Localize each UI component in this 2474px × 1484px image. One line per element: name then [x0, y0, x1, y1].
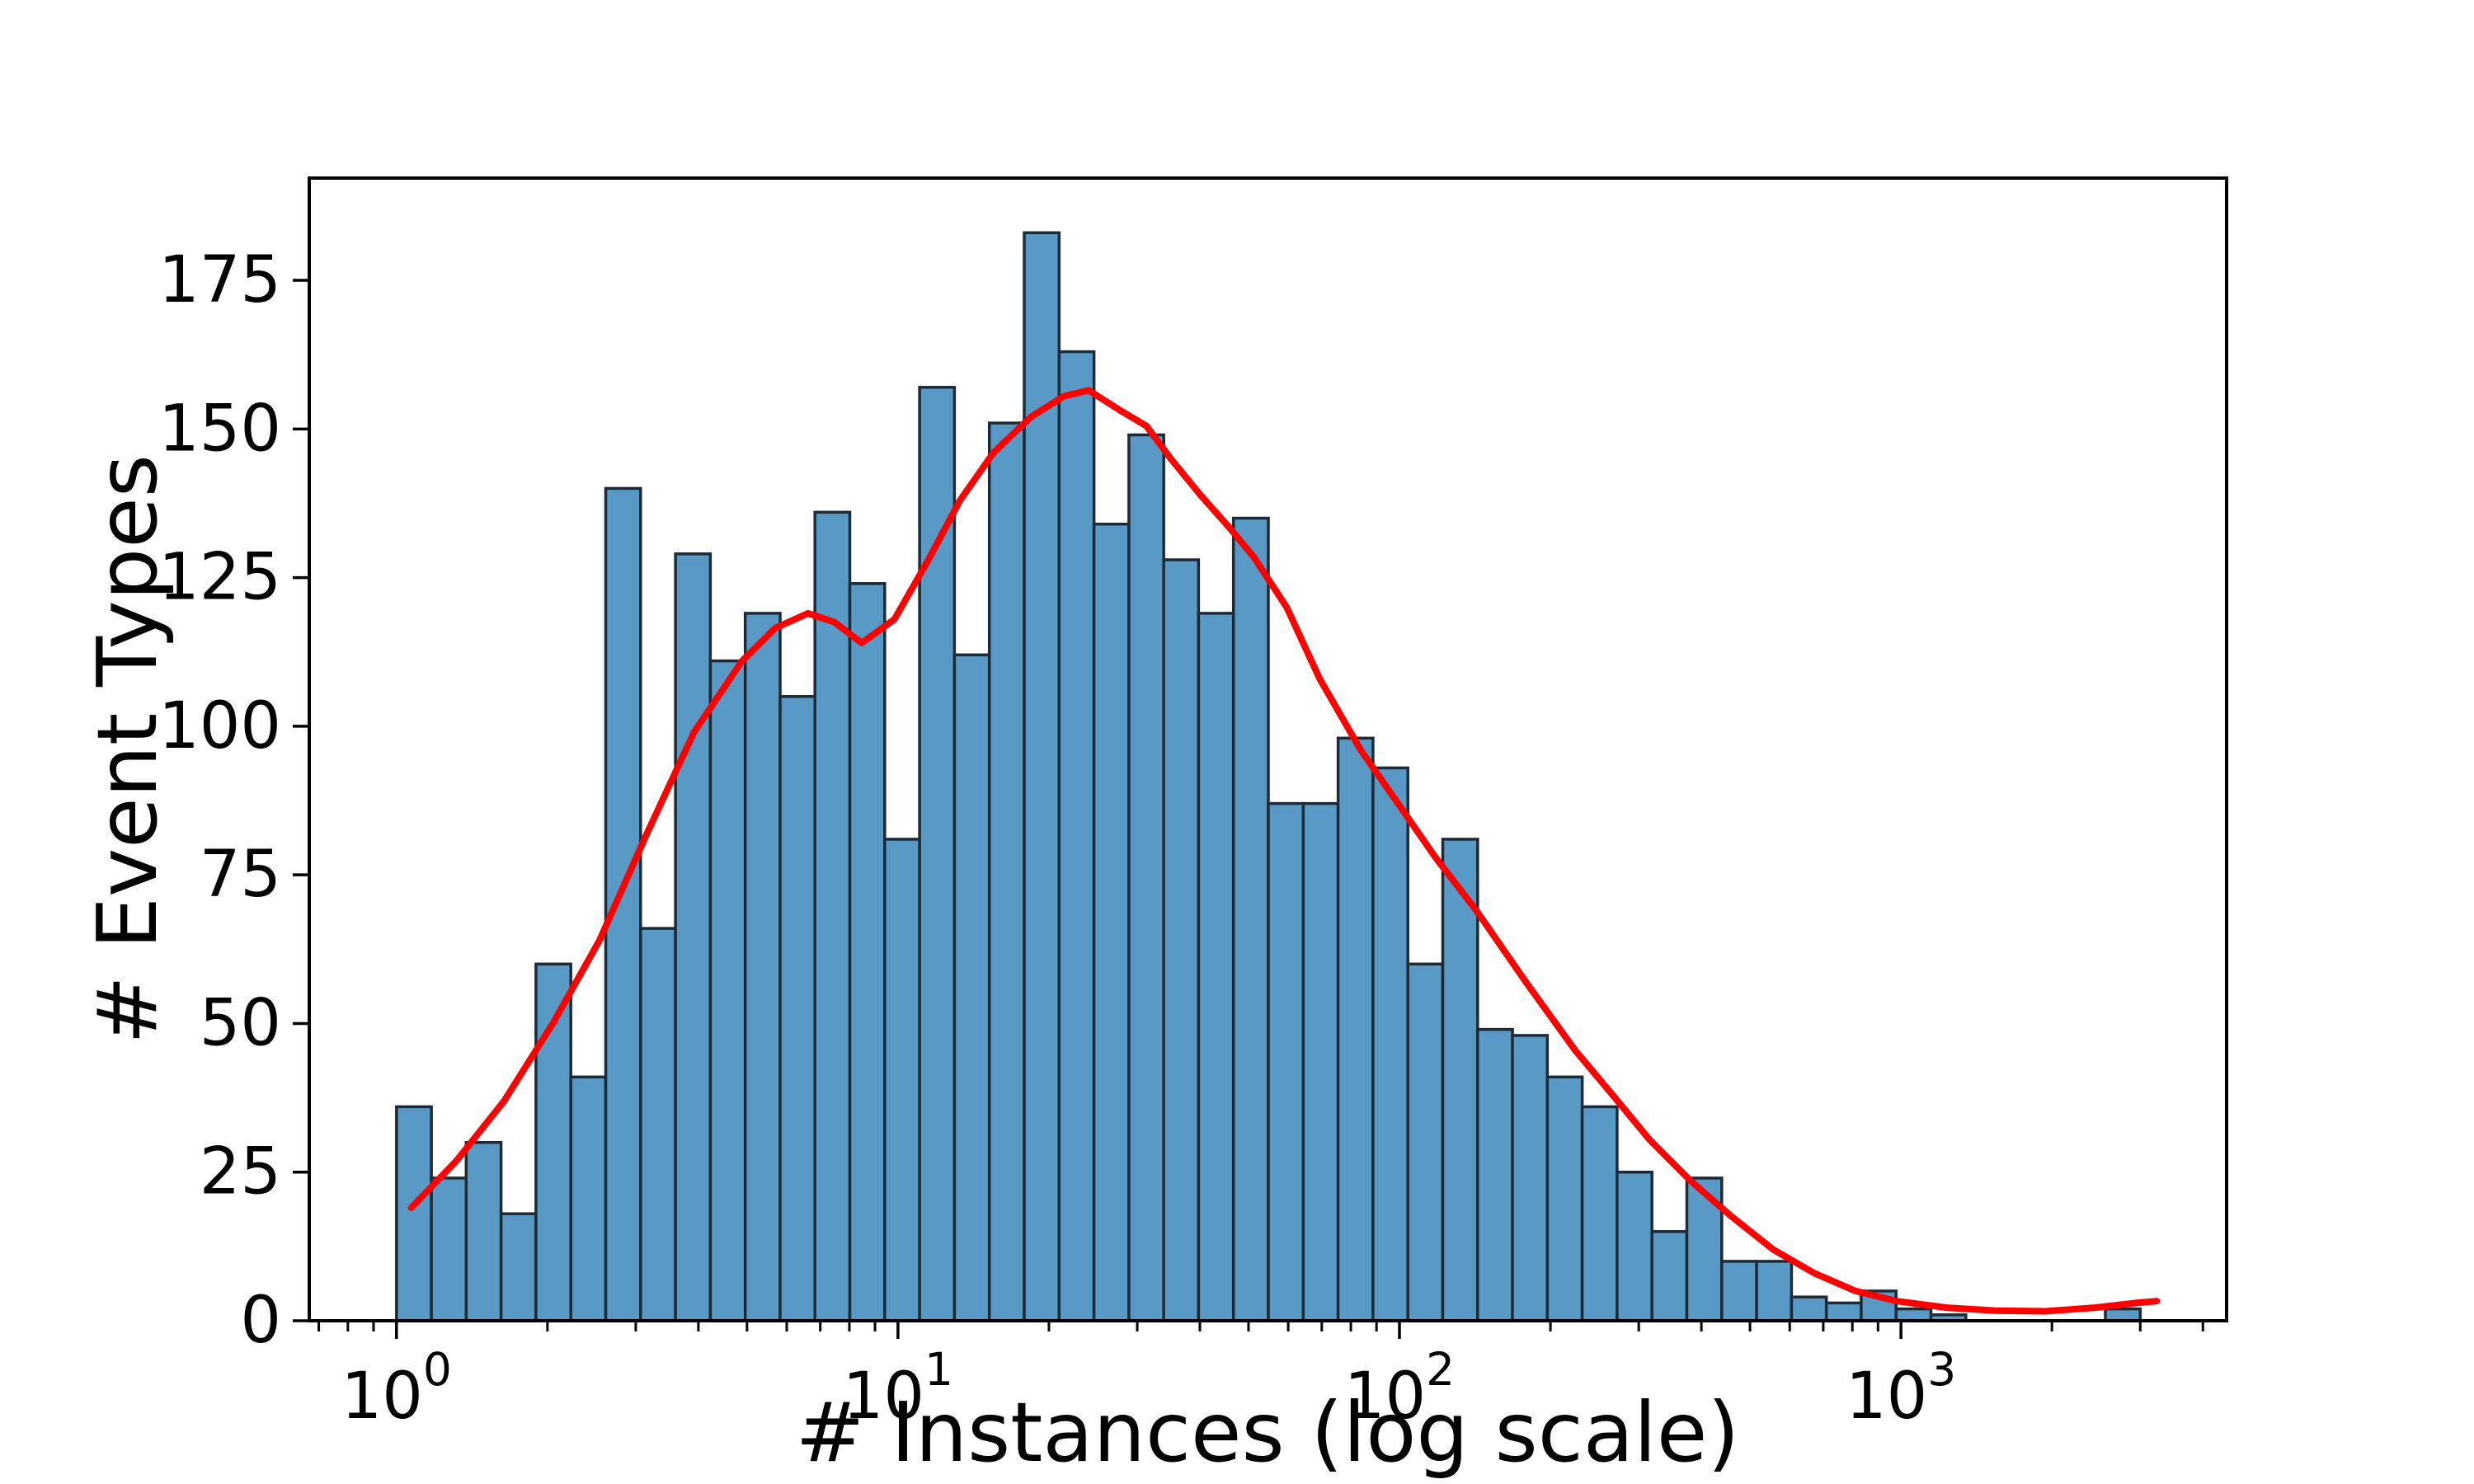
- histogram-bar: [395, 1105, 433, 1322]
- y-tick-label: 75: [200, 838, 281, 912]
- y-tick-label: 0: [240, 1284, 281, 1358]
- histogram-bar: [464, 1140, 503, 1322]
- density-line: [407, 387, 2161, 1315]
- histogram-bar: [952, 653, 991, 1322]
- histogram-bar: [2104, 1307, 2142, 1322]
- histogram-bar: [1894, 1307, 1933, 1322]
- histogram-bar: [1057, 350, 1096, 1322]
- histogram-bar: [778, 695, 817, 1322]
- histogram-bar: [1406, 962, 1445, 1322]
- x-tick-label: 101: [843, 1343, 953, 1434]
- histogram-bar: [674, 552, 713, 1322]
- histogram-bar: [430, 1176, 468, 1322]
- y-axis-ticks: 0 25 50 75 100 125 150 175: [158, 243, 309, 1358]
- y-tick-label: 25: [200, 1135, 281, 1209]
- x-tick-label: 100: [341, 1343, 452, 1434]
- histogram-bar: [1441, 838, 1479, 1322]
- y-tick-label: 100: [158, 689, 281, 763]
- histogram-bar: [1127, 433, 1165, 1322]
- histogram-bar: [1580, 1105, 1619, 1322]
- histogram-bar: [569, 1075, 608, 1322]
- histogram-bar: [639, 927, 677, 1322]
- histogram-bar: [1824, 1301, 1863, 1322]
- histogram-bars: [395, 231, 2142, 1322]
- x-axis-ticks: 100 101 102 103: [341, 1321, 1956, 1434]
- histogram-bar: [1197, 612, 1235, 1322]
- histogram-bar: [1023, 231, 1061, 1322]
- y-tick-label: 125: [158, 541, 281, 615]
- x-tick-label: 102: [1344, 1343, 1455, 1434]
- histogram-bar: [1650, 1230, 1689, 1322]
- histogram-bar: [604, 486, 642, 1322]
- y-tick-label: 50: [200, 986, 281, 1060]
- histogram-bar: [1162, 558, 1201, 1322]
- histogram-bar: [499, 1212, 538, 1322]
- plot-frame: [308, 176, 2228, 1322]
- histogram-bar: [1476, 1027, 1514, 1322]
- histogram-bar: [1720, 1260, 1758, 1322]
- histogram-bar: [987, 421, 1026, 1322]
- x-axis-minor-ticks: [317, 1321, 2204, 1331]
- histogram-bar: [883, 838, 921, 1322]
- y-tick-label: 175: [158, 243, 281, 317]
- histogram-bar: [1790, 1295, 1828, 1322]
- histogram-bar: [1267, 801, 1305, 1322]
- histogram-bar: [1545, 1075, 1584, 1322]
- y-tick-label: 150: [158, 392, 281, 466]
- histogram-bar: [1231, 516, 1270, 1322]
- histogram-bar: [743, 612, 782, 1322]
- x-tick-label: 103: [1846, 1343, 1956, 1434]
- histogram-bar: [708, 659, 747, 1322]
- histogram-bar: [1371, 766, 1409, 1322]
- histogram-bar: [1616, 1170, 1653, 1322]
- y-axis-title: # Event Types: [79, 454, 176, 1045]
- histogram-bar: [848, 582, 887, 1322]
- histogram-bar: [1511, 1034, 1550, 1322]
- x-axis-title: # Instances (log scale): [795, 1384, 1740, 1481]
- histogram-bar: [1301, 801, 1340, 1322]
- histogram-bar: [1092, 522, 1131, 1322]
- histogram-bar: [1755, 1260, 1794, 1322]
- histogram-bar: [1336, 736, 1375, 1322]
